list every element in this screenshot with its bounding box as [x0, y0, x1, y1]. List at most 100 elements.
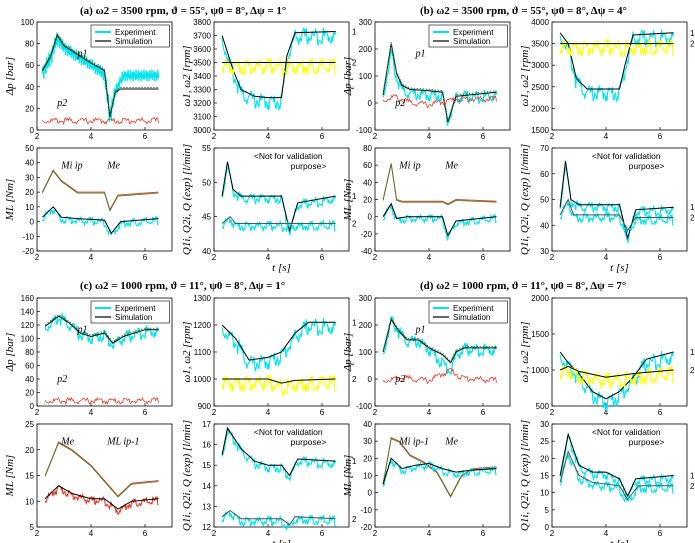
- x-tick-label: 6: [658, 253, 663, 262]
- x-tick-label: 2: [212, 253, 217, 262]
- y-tick-label: 120: [21, 321, 35, 330]
- y-axis-label: Q1i, Q2i, Q (exp) [l/min]: [181, 420, 193, 531]
- y-tick-label: 3700: [193, 32, 211, 41]
- experiment-trace: [559, 351, 675, 411]
- p2-label: p2: [56, 374, 67, 385]
- y-tick-label: 40: [363, 420, 372, 429]
- p1-label: p1: [415, 325, 426, 336]
- y-tick-label: 3600: [193, 45, 211, 54]
- y-tick-label: 3000: [531, 61, 549, 70]
- y-tick-label: 0: [30, 218, 35, 227]
- p2-label: p2: [56, 98, 67, 109]
- x-axis-label: t [s]: [272, 538, 291, 543]
- validation-note: <Not for validation: [592, 427, 661, 437]
- experiment-trace: [559, 38, 674, 58]
- y-tick-label: 20: [25, 104, 34, 113]
- y-tick-label: 15: [25, 472, 34, 481]
- p2-line: [382, 94, 497, 109]
- mi-line: [41, 169, 159, 212]
- p1-measured-line: [382, 42, 497, 121]
- y-tick-label: -20: [360, 523, 372, 532]
- curve-label: 1: [690, 348, 695, 357]
- curve-label: 2: [352, 375, 357, 384]
- chart-b-w: 2 4 6 1500 2000 2500 3000 3500 4000 ω1, ω2 [rpm] 1…: [519, 18, 695, 141]
- axes-frame: [551, 297, 688, 407]
- chart-b-q: 2 4 6 30 40 50 60 70 Q1i, Q2i, Q (exp) [l/min] t …: [519, 144, 695, 274]
- y-tick-label: 30: [25, 173, 34, 182]
- x-tick-label: 2: [373, 132, 378, 141]
- y-tick-label: 140: [21, 308, 35, 317]
- simulation-line: [221, 509, 336, 526]
- simulation-line: [559, 365, 674, 378]
- y-tick-label: 100: [21, 18, 35, 27]
- x-tick-label: 6: [143, 132, 148, 141]
- y-tick-label: 3500: [193, 59, 211, 68]
- x-tick-label: 4: [604, 253, 609, 262]
- mi-line: [44, 441, 159, 497]
- y-axis-label: ML [Nm]: [4, 179, 16, 222]
- legend-experiment-label: Experiment: [115, 28, 156, 37]
- x-tick-label: 6: [481, 132, 486, 141]
- validation-note: <Not for validation: [254, 151, 323, 161]
- x-tick-label: 4: [89, 529, 94, 538]
- y-tick-label: 0: [368, 489, 373, 498]
- y-tick-label: -20: [22, 247, 34, 256]
- x-tick-label: 6: [481, 529, 486, 538]
- y-tick-label: 1100: [194, 348, 212, 357]
- me-label: ML ip-1: [106, 437, 139, 448]
- panel-title-a: (a) ω2 = 3500 rpm, ϑ = 55°, ψ0 = 8°, Δψ …: [80, 5, 286, 17]
- mi-label: Mi ip: [60, 161, 82, 172]
- p2-label: p2: [394, 374, 405, 385]
- y-tick-label: 5: [545, 506, 550, 515]
- x-tick-label: 4: [427, 132, 432, 141]
- y-axis-label: Q1i, Q2i, Q (exp) [l/min]: [519, 144, 531, 255]
- y-tick-label: -100: [356, 126, 373, 135]
- experiment-trace: [382, 204, 497, 241]
- legend-experiment-label: Experiment: [453, 28, 494, 37]
- curve-label: 2: [352, 515, 357, 524]
- y-tick-label: 60: [540, 170, 549, 179]
- x-tick-label: 4: [89, 408, 94, 417]
- y-tick-label: 2500: [531, 83, 549, 92]
- y-axis-label: ML [Nm]: [342, 179, 354, 222]
- y-tick-label: 80: [25, 348, 34, 357]
- y-tick-label: 55: [202, 144, 211, 153]
- x-tick-label: 2: [550, 132, 555, 141]
- chart-b-dp: 2 4 6 -100 0 100 200 300 Δp [bar] p1 p2 ExperimentS…: [342, 18, 511, 141]
- y-tick-label: 50: [202, 178, 211, 187]
- y-tick-label: 80: [363, 144, 372, 153]
- chart-d-ml: 2 4 6 -20 -10 0 10 20 30 40 ML [Nm] Mi ip-1 Me: [342, 420, 511, 538]
- y-tick-label: 160: [21, 294, 35, 303]
- chart-d-q: 2 4 6 0 5 10 15 20 25 30 Q1i, Q2i, Q (exp) [l/min]…: [519, 420, 695, 543]
- experiment-trace: [221, 216, 336, 233]
- x-tick-label: 6: [481, 408, 486, 417]
- simulation-line: [559, 432, 674, 498]
- curve-label: 1: [352, 192, 357, 201]
- chart-a-q: 2 4 6 40 45 50 55 Q1i, Q2i, Q (exp) [l/min] t [s…: [181, 144, 357, 274]
- validation-note: purpose>: [629, 437, 665, 447]
- p2-line: [44, 396, 159, 406]
- p1-label: p1: [77, 49, 88, 60]
- y-tick-label: 16: [202, 441, 211, 450]
- chart-a-ml: 2 4 6 -20 -10 0 10 20 30 40 50 ML [Nm] Mi ip Me: [4, 144, 173, 262]
- legend-simulation-label: Simulation: [115, 313, 152, 322]
- y-tick-label: 3200: [193, 99, 211, 108]
- y-tick-label: -10: [22, 232, 34, 241]
- experiment-trace: [382, 459, 497, 487]
- x-tick-label: 2: [373, 408, 378, 417]
- y-axis-label: Q1i, Q2i, Q (exp) [l/min]: [181, 144, 193, 255]
- x-axis-label: t [s]: [610, 538, 629, 543]
- simulation-line: [382, 202, 497, 237]
- y-tick-label: 80: [25, 40, 34, 49]
- me-label: Me: [444, 161, 458, 172]
- p2-line: [382, 368, 497, 385]
- x-tick-label: 4: [604, 132, 609, 141]
- y-tick-label: 0: [545, 523, 550, 532]
- y-tick-label: 45: [202, 213, 211, 222]
- experiment-trace: [382, 49, 498, 126]
